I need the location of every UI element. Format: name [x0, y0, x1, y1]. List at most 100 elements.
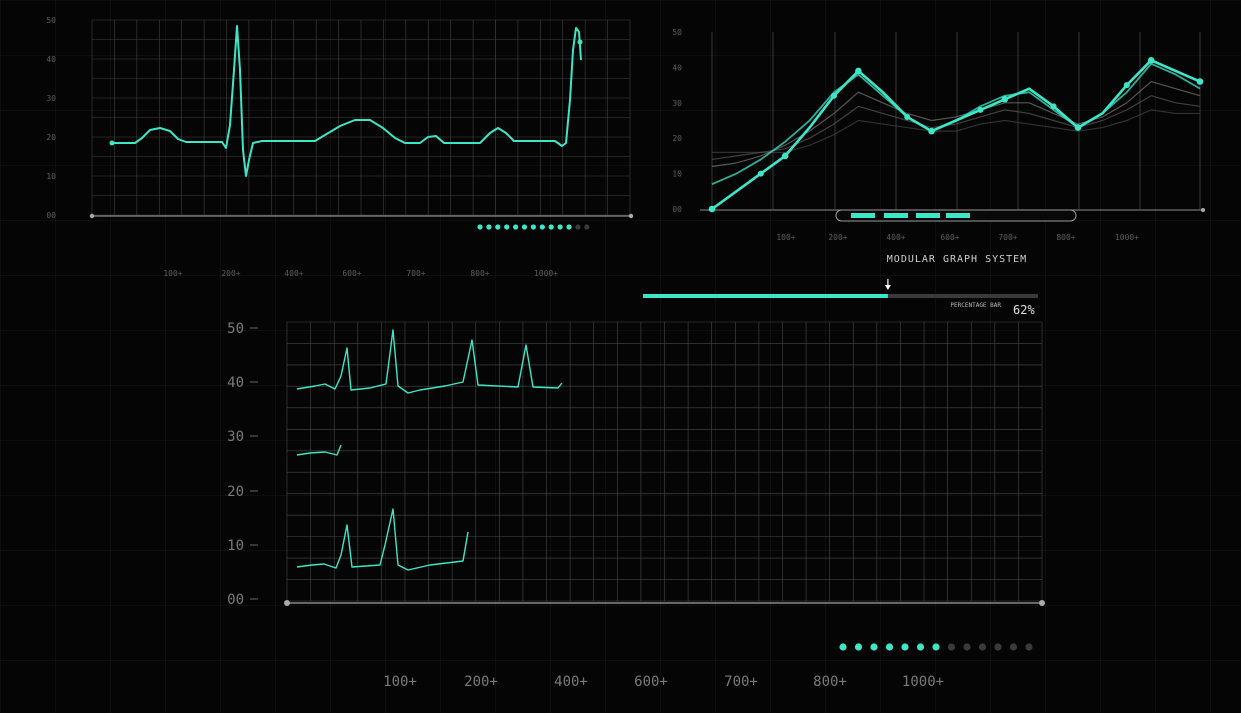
chart3-y-tick-label: 00 [227, 592, 244, 608]
percentage-bar-value: 62% [1013, 303, 1035, 317]
chart3-x-tick-label: 700+ [724, 674, 758, 690]
chart2-series-line-4 [712, 109, 1200, 153]
chart3-indicator-dot [916, 643, 925, 651]
chart1-indicator-dot [521, 224, 528, 230]
chart3-x-tick-label: 1000+ [902, 674, 944, 690]
chart1-indicator-dot [477, 224, 483, 230]
chart2-data-point [855, 67, 862, 75]
chart1-indicator-dot [530, 224, 537, 230]
chart1-y-tick-label: 20 [46, 133, 56, 142]
chart2-data-point [1147, 57, 1155, 64]
chart1-x-tick-label: 600+ [342, 269, 361, 278]
chart1-indicator-dot [486, 224, 492, 230]
chart3-indicator-dot [854, 643, 863, 651]
chart3-indicator-dot [994, 643, 1002, 651]
chart3-y-tick-label: 40 [227, 375, 244, 391]
chart2-scrubber-segment [884, 213, 908, 218]
chart2-grid [711, 32, 1201, 209]
chart3-y-tick-label: 30 [227, 429, 244, 445]
chart1-ecg-line [112, 25, 582, 177]
chart3-indicator-dot [870, 643, 878, 651]
chart3-y-tick-label: 50 [227, 321, 244, 337]
chart2-data-point [1074, 124, 1082, 131]
chart1-grid [91, 19, 631, 216]
chart3-indicator-dot [1025, 643, 1033, 651]
chart3-x-tick-label: 600+ [634, 674, 668, 690]
chart-system-title: MODULAR GRAPH SYSTEM [887, 254, 1027, 265]
chart1-y-tick-label: 40 [46, 55, 56, 64]
chart1-end-point [577, 39, 583, 45]
chart1-indicator-dot [495, 224, 501, 230]
chart3-x-tick-label: 800+ [813, 674, 847, 690]
chart1-indicator-dot [539, 224, 545, 230]
chart2-data-point [781, 152, 789, 160]
chart2-y-tick-label: 10 [672, 170, 682, 179]
chart3-x-tick-label: 200+ [464, 674, 498, 690]
chart1-indicator-dot [557, 224, 563, 230]
chart2-data-point [1050, 103, 1057, 110]
chart2-y-tick-label: 50 [672, 28, 682, 37]
chart1-x-tick-label: 400+ [284, 269, 303, 278]
chart3-line-upper [296, 329, 563, 394]
chart2-x-tick-label: 700+ [998, 233, 1017, 242]
chart2-data-point [904, 113, 911, 120]
chart3-line-lower [296, 508, 469, 571]
chart3-axis-dot [1039, 600, 1045, 606]
chart2-axis-dot [1201, 208, 1205, 212]
chart2-y-tick-label: 00 [672, 205, 682, 214]
chart1-axis-dot [89, 213, 95, 219]
chart1-y-tick-label: 10 [46, 172, 56, 181]
chart3-indicator-dot [1009, 643, 1018, 651]
chart2-scrubber-segment [916, 213, 940, 218]
chart2-x-tick-label: 1000+ [1115, 233, 1139, 242]
chart1-indicator-dot [575, 224, 581, 230]
chart2-data-point [757, 170, 764, 177]
chart2-data-point [977, 106, 984, 113]
chart1-x-tick-label: 200+ [221, 269, 240, 278]
chart2-data-point [1123, 82, 1130, 89]
chart1-y-tick-label: 00 [46, 211, 56, 220]
chart2-y-tick-label: 30 [672, 99, 682, 108]
chart3-indicator-dot [978, 643, 987, 651]
chart2-x-tick-label: 100+ [776, 233, 795, 242]
chart3-indicator-dot [885, 643, 894, 651]
chart2-x-tick-label: 400+ [886, 233, 905, 242]
percentage-marker-icon [884, 285, 891, 290]
chart2-y-tick-label: 40 [672, 63, 682, 72]
chart3-indicator-dot [839, 643, 847, 651]
chart1-indicator-dot [566, 224, 572, 230]
chart2-data-point [831, 92, 837, 99]
chart1-axis-dot [628, 213, 634, 219]
chart2-data-point [928, 127, 935, 135]
chart1-x-tick-label: 800+ [470, 269, 489, 278]
chart3-indicator-dot [947, 643, 956, 651]
chart1-indicator-dot [584, 224, 590, 230]
chart1-indicator-dot [513, 224, 519, 230]
chart2-data-point [1001, 95, 1009, 103]
chart2-y-tick-label: 20 [672, 134, 682, 143]
chart3-axis-dot [284, 600, 290, 606]
chart1-indicator-dot [548, 224, 554, 230]
chart3-x-tick-label: 400+ [554, 674, 588, 690]
chart3-indicator-dot [963, 643, 971, 651]
chart1-y-tick-label: 50 [46, 16, 56, 25]
chart1-start-point [109, 140, 115, 146]
chart2-series-line-2 [711, 80, 1201, 168]
chart2-series-line-3 [711, 95, 1201, 161]
chart3-line-mid [296, 444, 342, 456]
chart2-data-point [1196, 78, 1204, 85]
chart3-y-tick-label: 20 [227, 484, 244, 500]
chart2-x-tick-label: 600+ [940, 233, 959, 242]
chart2-scrubber-segment [946, 213, 970, 218]
chart2-scrubber-segment [851, 213, 875, 218]
chart1-y-tick-label: 30 [46, 94, 56, 103]
chart1-x-tick-label: 700+ [406, 269, 425, 278]
chart1-indicator-dot [504, 224, 510, 230]
chart2-x-tick-label: 800+ [1056, 233, 1075, 242]
chart3-indicator-dot [901, 643, 909, 651]
chart2-x-tick-label: 200+ [828, 233, 847, 242]
chart3-indicator-dot [932, 643, 940, 651]
chart1-x-tick-label: 100+ [163, 269, 182, 278]
chart3-y-tick-label: 10 [227, 538, 244, 554]
